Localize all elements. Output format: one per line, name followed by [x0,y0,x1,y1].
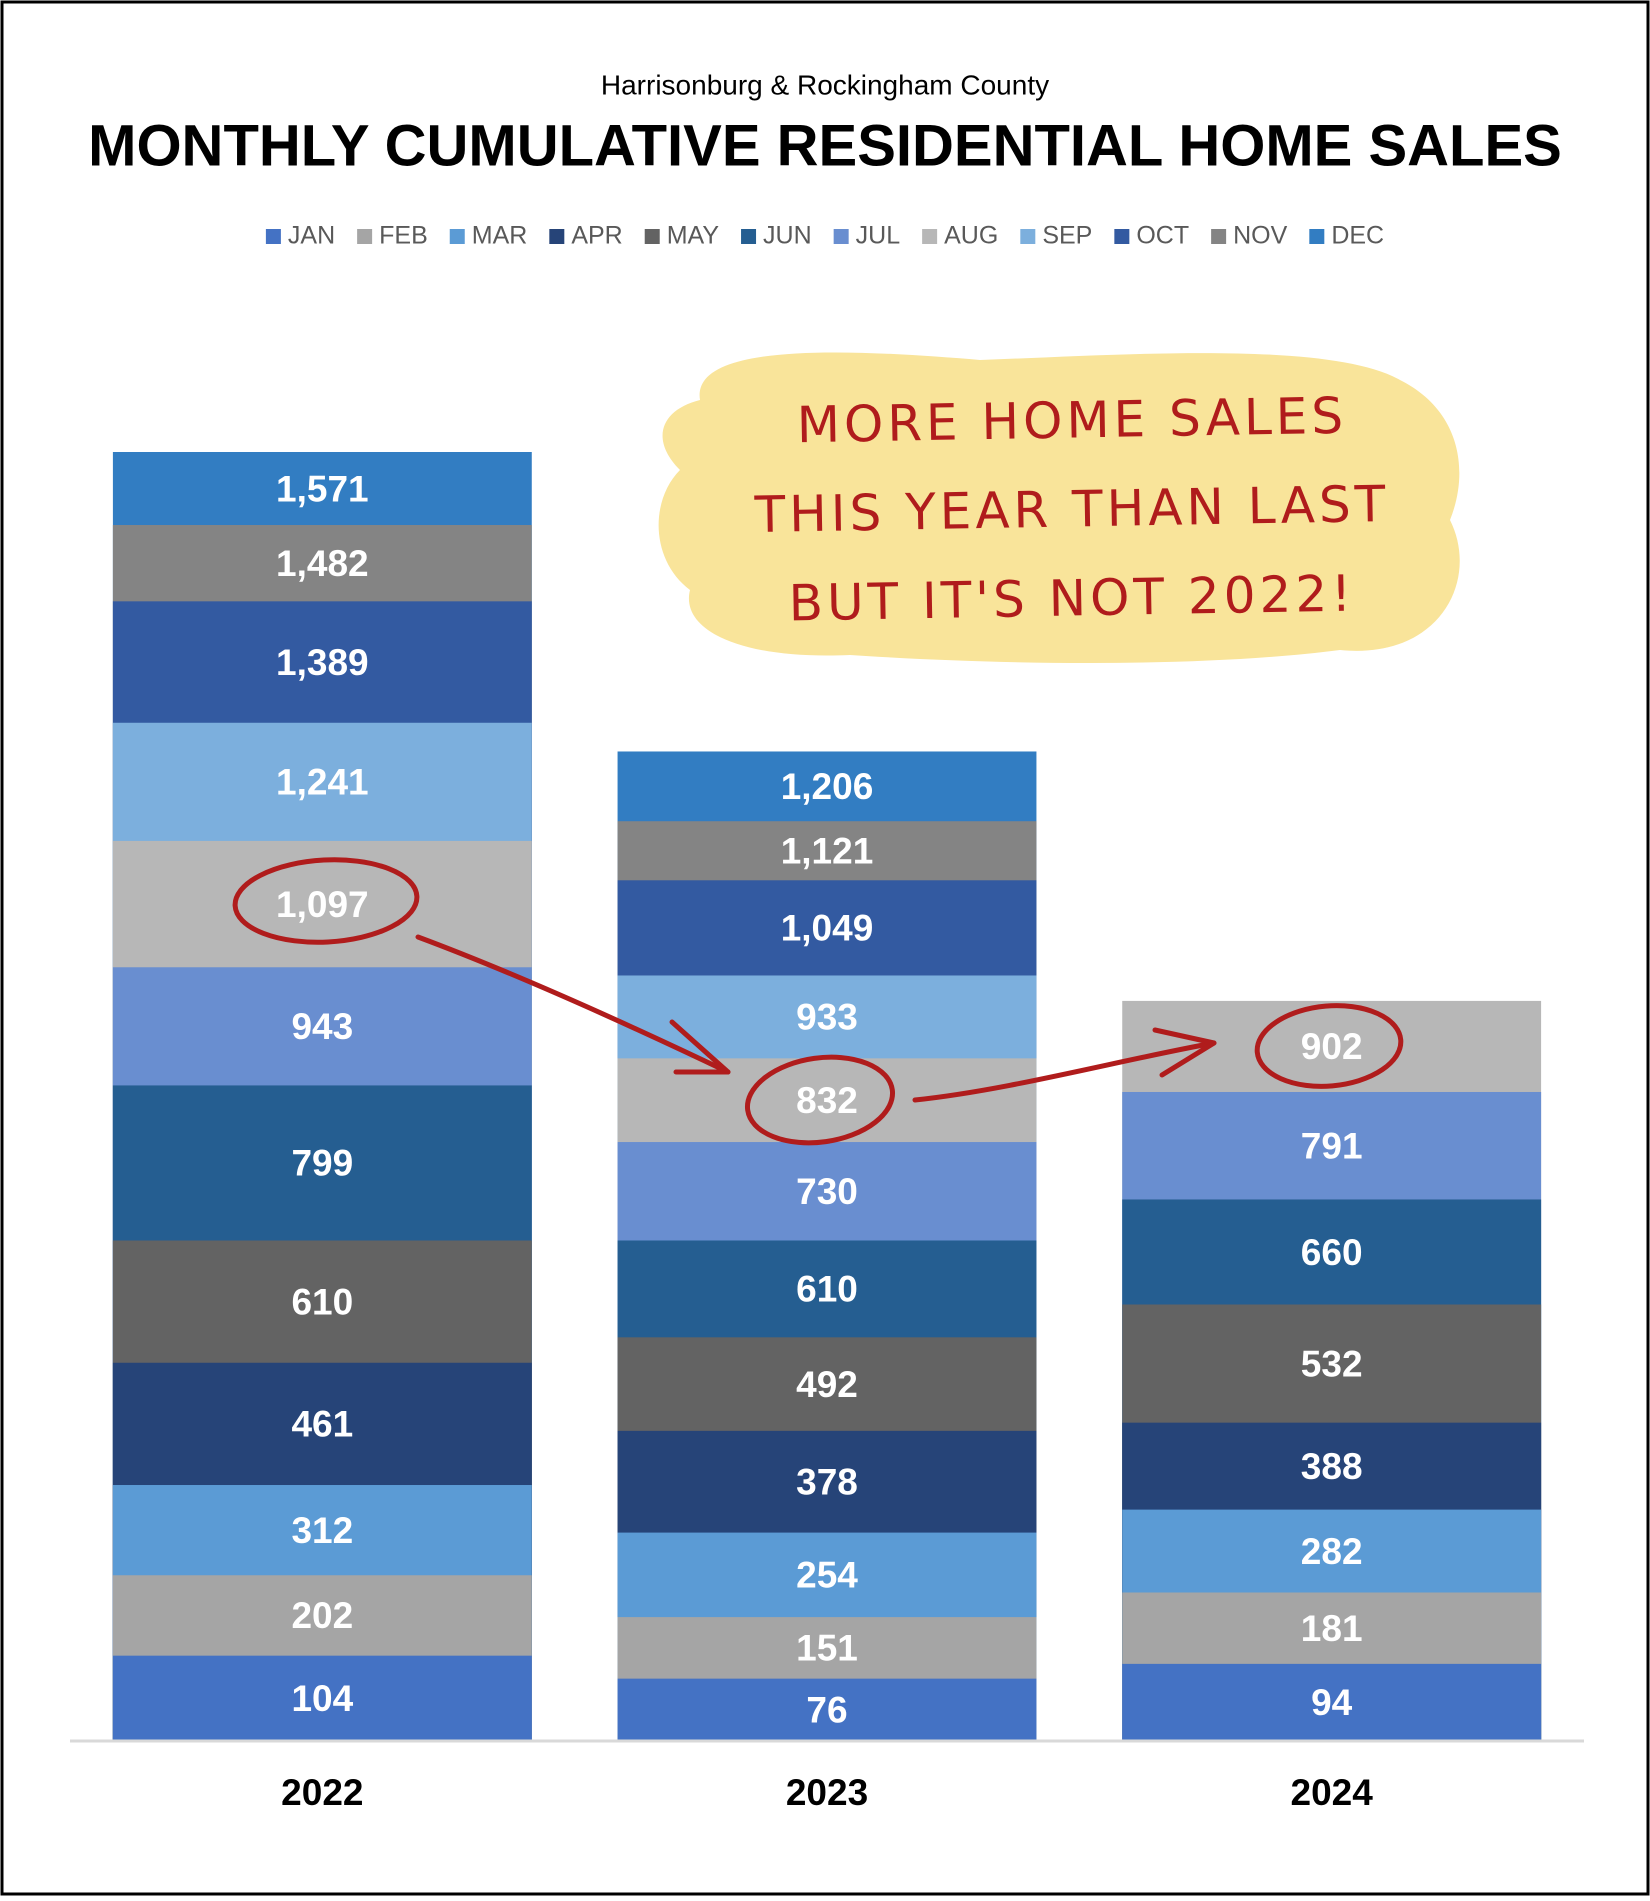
legend-label: MAY [667,222,720,250]
data-label: 1,571 [276,468,369,509]
legend-label: NOV [1233,222,1288,250]
bar [617,1678,1037,1741]
data-label: 1,241 [276,762,369,803]
data-label: 1,389 [276,642,369,683]
legend-label: JUN [763,222,812,250]
chart-subtitle: Harrisonburg & Rockingham County [601,69,1049,100]
data-label: 799 [291,1143,353,1184]
circle [744,1054,896,1146]
data-label: 254 [796,1555,858,1596]
circle [1254,1003,1404,1089]
data-label: 151 [796,1628,858,1669]
legend-label: MAR [472,222,528,250]
data-label: 532 [1301,1343,1363,1384]
legend-swatch [1114,229,1130,244]
legend-label: SEP [1042,222,1092,250]
legend-item: JUL [833,222,901,250]
data-label: 730 [796,1171,858,1212]
circle [232,857,420,945]
data-label: 378 [796,1462,858,1503]
data-label: 610 [291,1281,353,1322]
data-label: 902 [1301,1026,1363,1067]
data-label: 1,206 [781,766,874,807]
data-label: 104 [291,1678,353,1719]
legend-label: FEB [379,222,428,250]
legend-label: DEC [1331,222,1384,250]
legend-swatch [357,229,373,244]
bar [112,1655,532,1741]
plot-area: 2022 2023 20241,5711,4821,3891,2411,097943… [70,452,1584,1813]
data-label: 312 [291,1510,353,1551]
legend-swatch [1020,229,1036,244]
data-label: 660 [1301,1232,1363,1273]
annotation-line: THIS YEAR THAN LAST [753,475,1390,544]
data-label: 388 [1301,1446,1363,1487]
data-label: 76 [806,1690,847,1731]
chart-title: MONTHLY CUMULATIVE RESIDENTIAL HOME SALE… [88,113,1562,178]
legend-item: NOV [1211,222,1288,250]
data-label: 1,097 [276,884,369,925]
legend-swatch [265,229,281,244]
x-tick-label: 2024 [1291,1772,1374,1813]
data-label: 933 [796,997,858,1038]
x-tick-label: 2022 [281,1772,363,1813]
legend-swatch [549,229,565,244]
legend-label: AUG [944,222,998,250]
legend-item: OCT [1114,222,1189,250]
data-label: 1,482 [276,543,369,584]
data-label: 94 [1311,1682,1353,1723]
data-label: 1,049 [781,908,874,949]
arrow [912,1040,1217,1103]
legend-item: SEP [1020,222,1092,250]
legend-swatch [1211,229,1227,244]
legend-label: OCT [1136,222,1189,250]
data-label: 202 [291,1595,353,1636]
legend-swatch [1309,229,1325,244]
data-label: 791 [1301,1126,1363,1167]
legend-item: JUN [741,222,812,250]
legend-item: AUG [922,222,998,250]
data-label: 610 [796,1269,858,1310]
x-tick-label: 2023 [786,1772,868,1813]
annotation-line: MORE HOME SALES [796,387,1347,455]
data-label: 943 [291,1006,353,1047]
data-label: 1,121 [781,831,874,872]
legend-label: APR [571,222,622,250]
legend-item: MAR [449,222,528,250]
bar [1122,1663,1542,1741]
legend-item: DEC [1309,222,1384,250]
legend: JAN FEB MAR APR MAY JUN JUL AUG SEP OCT NOV DEC [265,222,1384,250]
legend-label: JAN [288,222,335,250]
arrow-head [1152,1027,1217,1078]
legend-label: JUL [856,222,901,250]
annotation-blob [658,352,1460,664]
legend-swatch [922,229,938,244]
data-label: 282 [1301,1531,1363,1572]
arrow [415,934,731,1075]
legend-swatch [741,229,757,244]
legend-item: JAN [265,222,335,250]
annotation-line: BUT IT'S NOT 2022! [788,565,1355,633]
data-label: 181 [1301,1608,1363,1649]
data-label: 832 [796,1080,858,1121]
legend-item: APR [549,222,623,250]
arrow-head [669,1019,731,1075]
legend-item: FEB [357,222,428,250]
legend-swatch [833,229,849,244]
data-label: 461 [291,1404,353,1445]
annotation-ink [232,857,1404,1146]
annotation: MORE HOME SALES THIS YEAR THAN LAST BUT IT… [753,387,1390,633]
data-label: 492 [796,1364,858,1405]
legend-swatch [644,229,660,244]
legend-swatch [449,229,465,244]
legend-item: MAY [644,222,720,250]
